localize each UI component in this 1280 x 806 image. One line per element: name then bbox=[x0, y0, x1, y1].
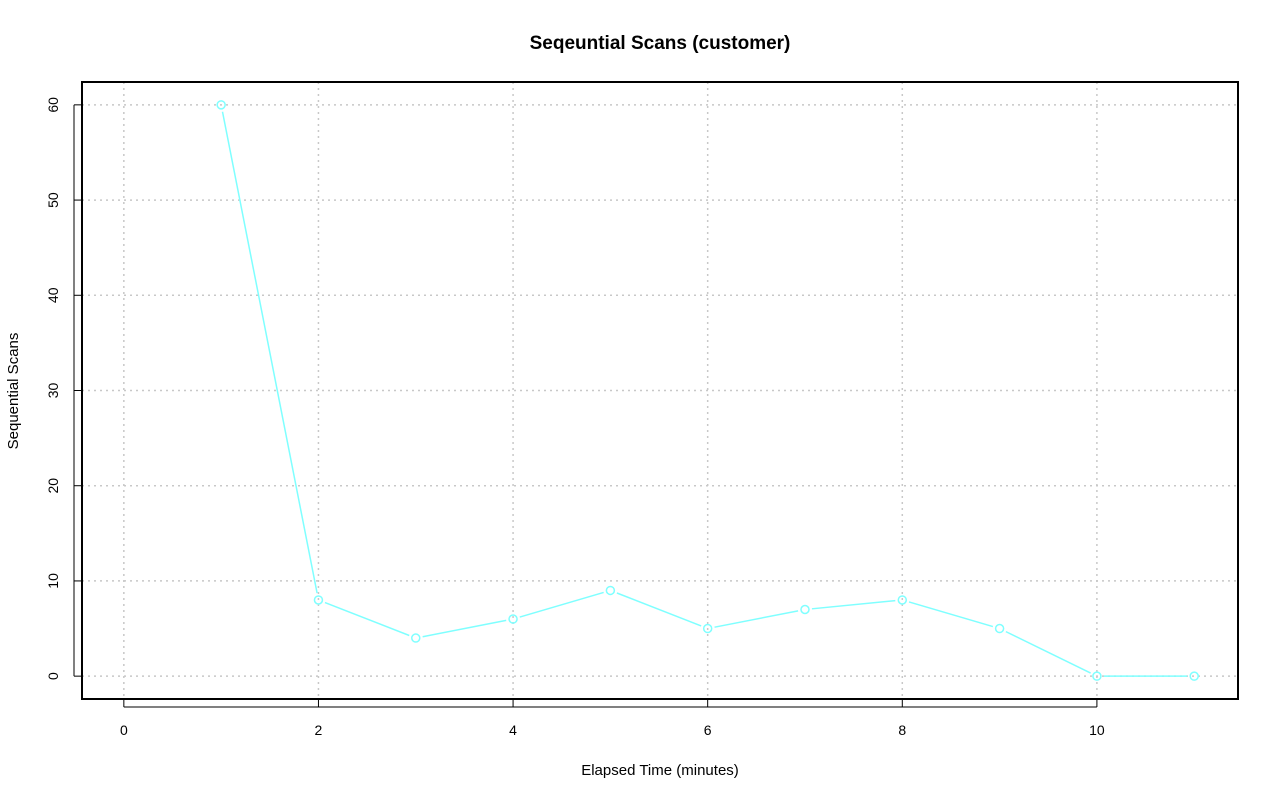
data-point bbox=[994, 623, 1005, 634]
y-tick-label: 40 bbox=[45, 287, 61, 303]
y-axis-label: Sequential Scans bbox=[5, 333, 22, 450]
grid bbox=[82, 82, 1238, 699]
x-tick-label: 10 bbox=[1089, 722, 1105, 738]
data-point bbox=[508, 614, 518, 624]
series-layer bbox=[216, 100, 1199, 681]
data-point bbox=[411, 633, 421, 643]
data-point bbox=[216, 100, 226, 110]
y-tick-label: 10 bbox=[45, 573, 61, 589]
plot-frame bbox=[81, 81, 1239, 700]
x-tick-label: 0 bbox=[120, 722, 128, 738]
x-tick-label: 2 bbox=[315, 722, 323, 738]
series-line-segment bbox=[422, 619, 507, 638]
data-point bbox=[605, 585, 616, 596]
series-line-segment bbox=[519, 591, 604, 618]
data-point bbox=[702, 623, 713, 634]
chart-title: Seqeuntial Scans (customer) bbox=[530, 33, 791, 54]
y-tick-label: 60 bbox=[45, 97, 61, 113]
data-point bbox=[313, 595, 324, 605]
series-line-segment bbox=[811, 599, 896, 610]
y-tick-label: 30 bbox=[45, 383, 61, 399]
axis-ticks: 0 2 4 6 8 10 0 10 20 30 40 50 60 bbox=[45, 97, 1105, 738]
data-point bbox=[897, 595, 908, 605]
data-point bbox=[1092, 671, 1102, 681]
x-tick-label: 8 bbox=[898, 722, 906, 738]
x-tick-label: 4 bbox=[509, 722, 517, 738]
data-point bbox=[800, 604, 810, 615]
x-tick-label: 6 bbox=[704, 722, 712, 738]
series-line-segment bbox=[1005, 630, 1091, 674]
y-tick-label: 20 bbox=[45, 478, 61, 494]
x-axis-label: Elapsed Time (minutes) bbox=[581, 762, 739, 779]
series-line-segment bbox=[221, 111, 318, 594]
series-line-segment bbox=[908, 601, 994, 628]
y-tick-label: 0 bbox=[45, 672, 61, 680]
series-line-segment bbox=[714, 610, 799, 628]
series-line-segment bbox=[616, 592, 702, 627]
y-tick-label: 50 bbox=[45, 192, 61, 208]
data-point bbox=[1189, 671, 1199, 681]
series-line-segment bbox=[324, 601, 410, 637]
